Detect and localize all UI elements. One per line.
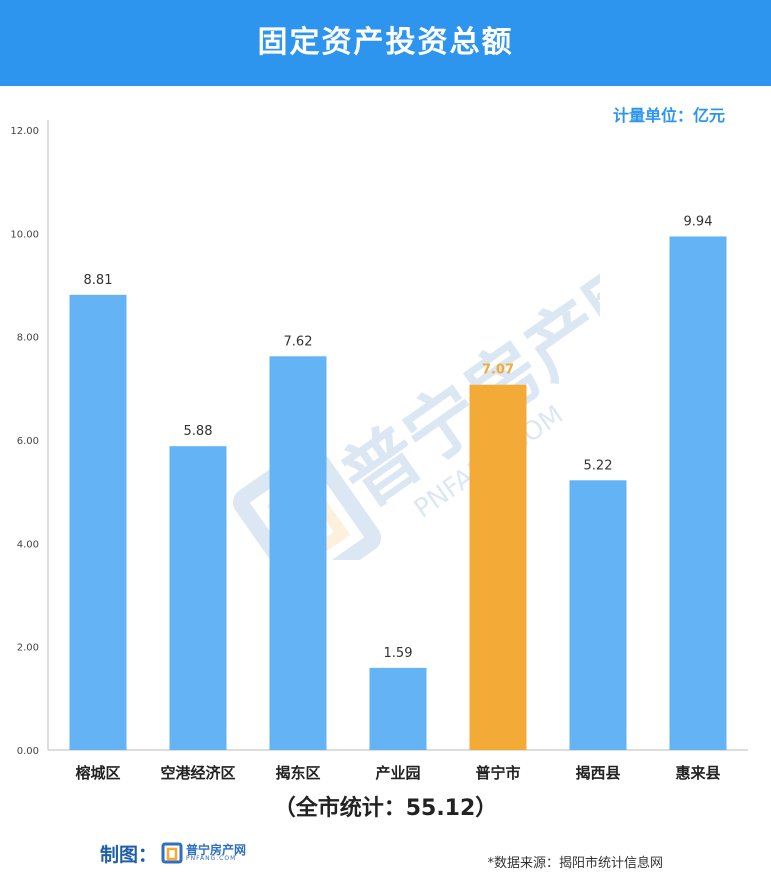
maker-credit: 制图： 普宁房产网 PNFANG.COM	[100, 838, 246, 868]
logo-icon	[161, 842, 183, 864]
header-bar: 固定资产投资总额	[0, 0, 771, 86]
bar-3	[269, 356, 327, 750]
maker-label: 制图：	[100, 843, 158, 866]
data-source: *数据来源：揭阳市统计信息网	[487, 856, 663, 871]
logo-text-cn: 普宁房产网	[186, 843, 247, 857]
y-tick-label: 6.00	[17, 436, 39, 447]
x-tick-label: 产业园	[375, 764, 420, 782]
pnfang-logo: 普宁房产网 PNFANG.COM	[161, 842, 246, 864]
total-label: （全市统计：55.12）	[273, 796, 498, 821]
bar-value-label: 5.22	[584, 458, 613, 473]
y-tick-label: 10.00	[10, 229, 39, 240]
x-axis-labels: 榕城区 空港经济区 揭东区 产业园 普宁市 揭西县 惠来县	[75, 764, 720, 782]
y-tick-label: 4.00	[17, 539, 39, 550]
x-tick-label: 榕城区	[75, 764, 120, 782]
bars: 8.81 5.88 7.62 1.59 7.07 5.22 9.94	[69, 214, 727, 750]
bar-1	[69, 294, 127, 750]
bar-4	[369, 667, 427, 750]
y-tick-label: 2.00	[17, 643, 39, 654]
x-tick-label: 空港经济区	[160, 764, 235, 782]
bar-value-label: 7.07	[482, 363, 514, 378]
y-tick-label: 8.00	[17, 333, 39, 344]
y-tick-label: 12.00	[10, 126, 39, 137]
bar-2	[169, 446, 227, 750]
x-tick-label: 揭东区	[275, 764, 320, 782]
page-title: 固定资产投资总额	[257, 25, 514, 60]
x-tick-label: 惠来县	[675, 764, 720, 782]
y-tick-label: 0.00	[17, 746, 39, 757]
logo-text-en: PNFANG.COM	[186, 855, 237, 862]
unit-label: 计量单位：亿元	[612, 106, 725, 125]
bar-5	[469, 384, 527, 750]
x-tick-label: 揭西县	[575, 764, 620, 782]
bar-value-label: 8.81	[84, 273, 113, 288]
bar-value-label: 1.59	[384, 646, 413, 661]
bar-value-label: 7.62	[284, 334, 313, 349]
x-tick-label: 普宁市	[475, 764, 520, 782]
bar-value-label: 9.94	[684, 214, 713, 229]
bar-7	[669, 236, 727, 750]
bar-6	[569, 480, 627, 750]
bar-value-label: 5.88	[184, 424, 213, 439]
